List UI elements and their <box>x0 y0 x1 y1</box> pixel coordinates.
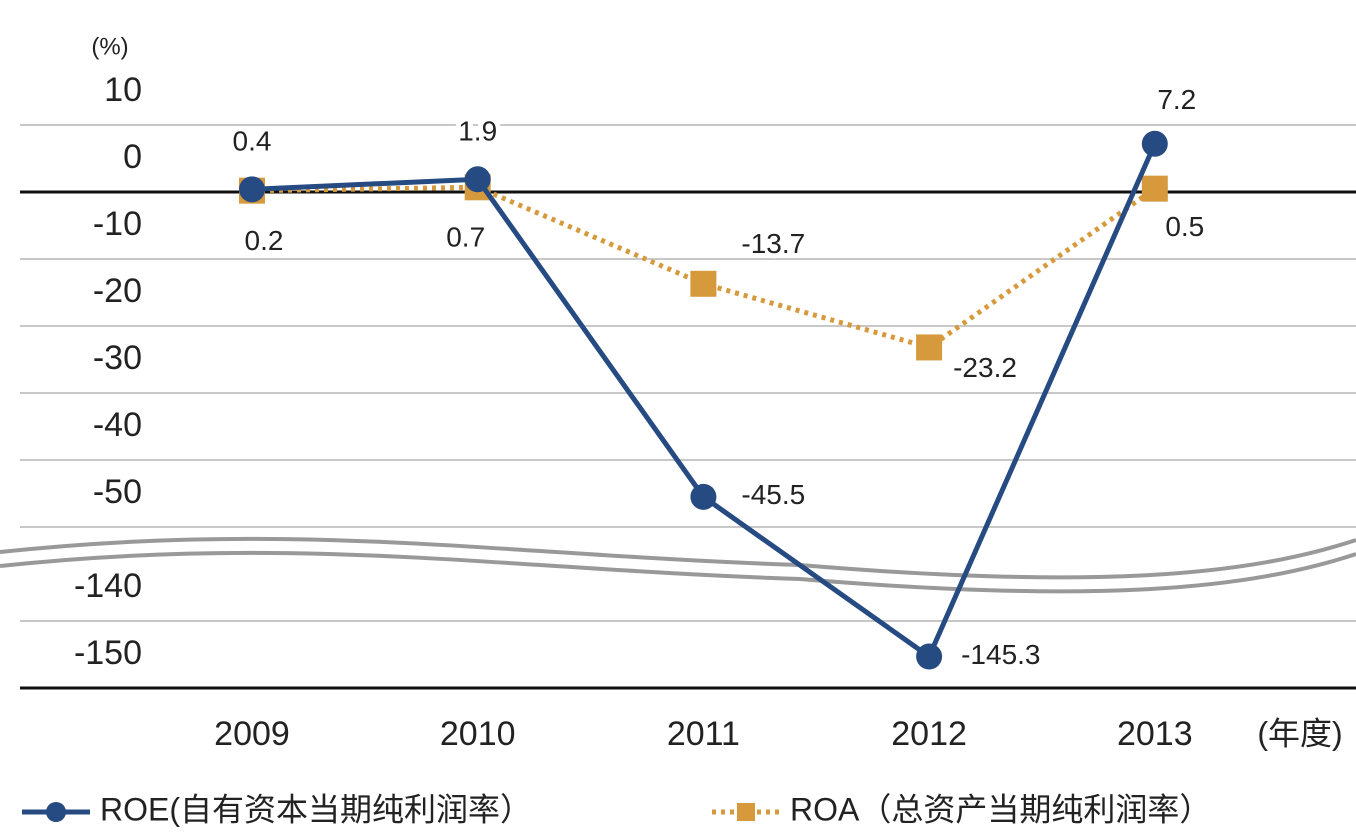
point <box>464 166 491 193</box>
y-tick-label: 0 <box>123 138 142 176</box>
legend-label: ROA（总资产当期纯利润率） <box>790 791 1211 827</box>
data-label: -45.5 <box>741 479 805 510</box>
data-label: -13.7 <box>741 228 805 259</box>
legend-label: ROE(自有资本当期纯利润率） <box>100 791 532 827</box>
legend-item: ROA（总资产当期纯利润率） <box>712 791 1211 827</box>
point <box>239 176 265 203</box>
x-unit: (年度) <box>1257 715 1342 751</box>
axis-break <box>0 536 1356 594</box>
y-tick-label: -140 <box>74 567 142 605</box>
x-tick-label: 2011 <box>667 715 740 753</box>
data-label: 7.2 <box>1157 84 1196 115</box>
y-tick-label: -50 <box>93 473 142 511</box>
y-tick-label: -20 <box>93 272 142 310</box>
legend-marker <box>737 803 755 821</box>
y-unit: (%) <box>91 33 128 60</box>
break-line <box>0 550 1356 594</box>
point <box>916 334 943 361</box>
point <box>916 643 943 670</box>
data-label: -145.3 <box>961 639 1040 670</box>
line <box>251 142 1158 661</box>
x-tick-label: 2009 <box>214 715 290 753</box>
x-tick-label: 2012 <box>891 715 967 753</box>
data-label: 1.9 <box>458 116 497 147</box>
data-label: -23.2 <box>953 352 1017 383</box>
legend-item: ROE(自有资本当期纯利润率） <box>22 791 532 827</box>
y-tick-label: 10 <box>104 71 142 109</box>
legend-marker <box>46 802 66 822</box>
point <box>690 270 717 297</box>
point <box>690 483 717 510</box>
y-tick-label: -40 <box>93 406 142 444</box>
y-tick-label: -150 <box>74 634 142 672</box>
data-label: 0.4 <box>233 126 272 157</box>
x-tick-label: 2013 <box>1117 715 1193 753</box>
break-line <box>0 536 1356 580</box>
line <box>251 184 1157 351</box>
point <box>1141 130 1168 157</box>
data-label: 0.5 <box>1165 211 1204 242</box>
y-tick-label: -10 <box>93 205 142 243</box>
point <box>1141 175 1168 202</box>
x-tick-label: 2010 <box>440 715 516 753</box>
data-label: 0.7 <box>446 222 485 253</box>
y-tick-label: -30 <box>93 339 142 377</box>
data-label: 0.2 <box>245 225 284 256</box>
